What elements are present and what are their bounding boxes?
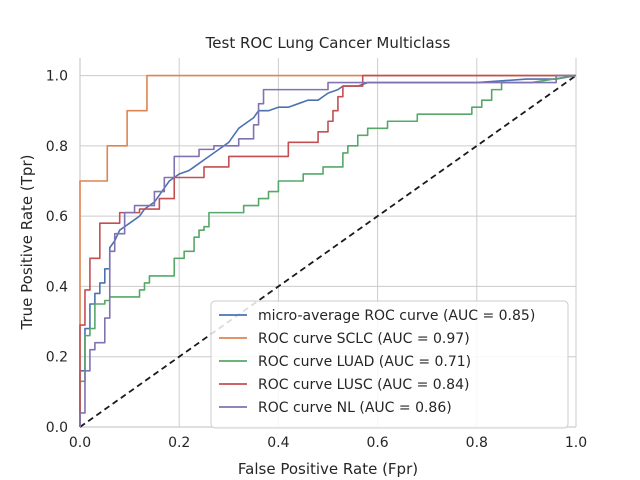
legend: micro-average ROC curve (AUC = 0.85) ROC … (210, 300, 569, 429)
series-line-4 (79, 74, 576, 427)
y-tick-label: 0.8 (46, 139, 68, 155)
y-tick-label: 0.2 (46, 350, 68, 366)
series-lines (79, 74, 577, 427)
x-tick-label: 0.2 (168, 435, 190, 451)
y-tick-label: 0.0 (46, 420, 68, 436)
chart-title: Test ROC Lung Cancer Multiclass (205, 34, 451, 52)
x-tick-label: 1.0 (565, 435, 587, 451)
tick-labels: 0.0 0.2 0.4 0.6 0.8 1.0 0.0 0.2 0.4 0.6 0.8 1.0 (46, 69, 587, 451)
x-tick-label: 0.8 (466, 435, 488, 451)
series-line-3 (79, 74, 576, 427)
legend-entry: ROC curve NL (AUC = 0.86) (258, 400, 452, 416)
x-tick-label: 0.0 (69, 435, 91, 451)
y-tick-label: 1.0 (46, 69, 68, 85)
legend-entry: micro-average ROC curve (AUC = 0.85) (258, 308, 535, 324)
x-tick-label: 0.6 (366, 435, 388, 451)
legend-entry: ROC curve LUAD (AUC = 0.71) (258, 354, 471, 370)
y-tick-label: 0.4 (46, 279, 68, 295)
legend-entry: ROC curve LUSC (AUC = 0.84) (258, 377, 469, 393)
diagonal-reference (79, 74, 577, 428)
x-tick-label: 0.4 (267, 435, 289, 451)
y-tick-label: 0.6 (46, 209, 68, 225)
series-line-1 (79, 74, 576, 427)
grid-lines (79, 58, 577, 428)
legend-entry: ROC curve SCLC (AUC = 0.97) (258, 331, 470, 347)
x-axis-label: False Positive Rate (Fpr) (238, 460, 418, 478)
diagonal-line (79, 74, 577, 428)
legend-box (210, 300, 569, 429)
y-axis-label: True Positive Rate (Tpr) (18, 155, 36, 331)
